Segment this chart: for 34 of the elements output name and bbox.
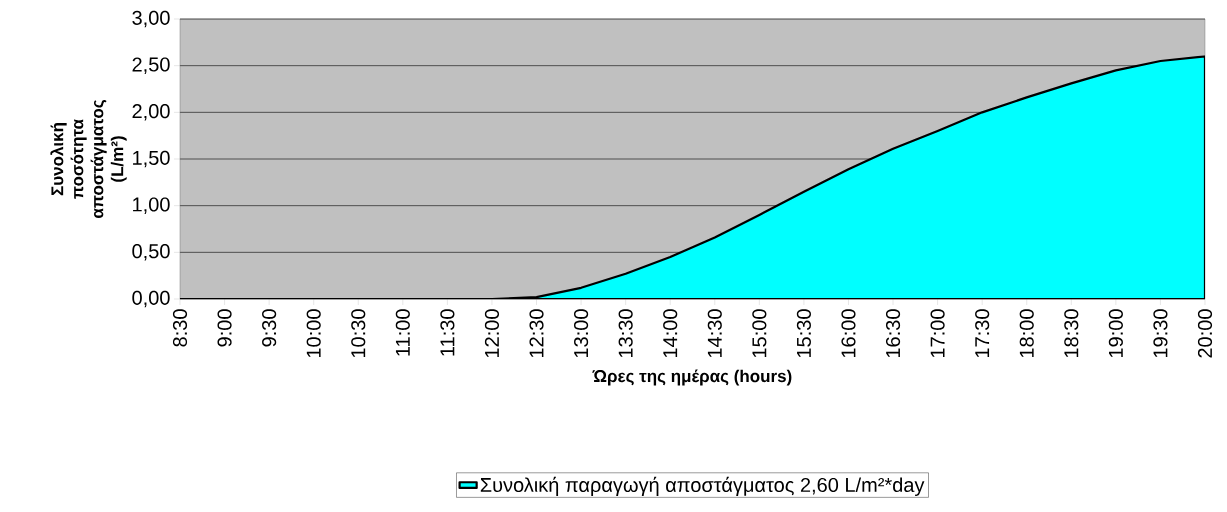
y-tick-label: 2,50 [132,57,170,74]
x-tick-label: 18:00 [1019,309,1034,358]
x-axis-title: Ώρες της ημέρας (hours) [592,369,792,386]
x-tick-label: 18:30 [1064,309,1079,358]
y-axis-title: Συνολική ποσότητα αποστάγματος (L/m²) [50,100,127,218]
y-tick-label: 1,50 [133,150,170,168]
x-tick-label: 20:00 [1197,309,1213,358]
y-tick-label: 0,50 [132,244,170,261]
x-tick-label: 19:00 [1108,309,1123,358]
x-tick-label: 14:00 [663,309,678,358]
x-tick-label: 8:30 [172,309,188,347]
y-tick-label: 2,00 [132,104,170,121]
x-tick-label: 10:00 [306,309,321,358]
y-tick-label: 0,00 [132,290,170,308]
x-tick-label: 11:00 [395,309,410,356]
x-tick-label: 10:30 [351,309,366,358]
x-tick-label: 15:30 [796,309,811,358]
x-tick-label: 17:30 [975,309,990,358]
x-tick-label: 15:00 [752,309,767,358]
x-tick-label: 13:00 [574,309,589,358]
x-tick-label: 17:00 [930,309,945,358]
x-tick-label: 12:00 [484,309,500,358]
y-tick-label: 1,00 [133,197,170,214]
x-tick-label: 13:30 [618,309,633,358]
x-tick-label: 19:30 [1153,309,1168,358]
x-tick-label: 16:00 [841,309,856,358]
x-tick-label: 12:30 [529,309,544,358]
y-tick-label: 3,00 [132,10,170,28]
x-tick-label: 9:30 [262,309,277,347]
x-tick-label: 14:30 [707,309,722,358]
x-tick-label: 16:30 [885,309,901,358]
x-tick-label: 11:30 [440,309,455,356]
legend-label: Συνολική παραγωγή αποστάγματος 2,60 L/m²*day [480,476,925,497]
x-tick-label: 9:00 [217,309,232,347]
